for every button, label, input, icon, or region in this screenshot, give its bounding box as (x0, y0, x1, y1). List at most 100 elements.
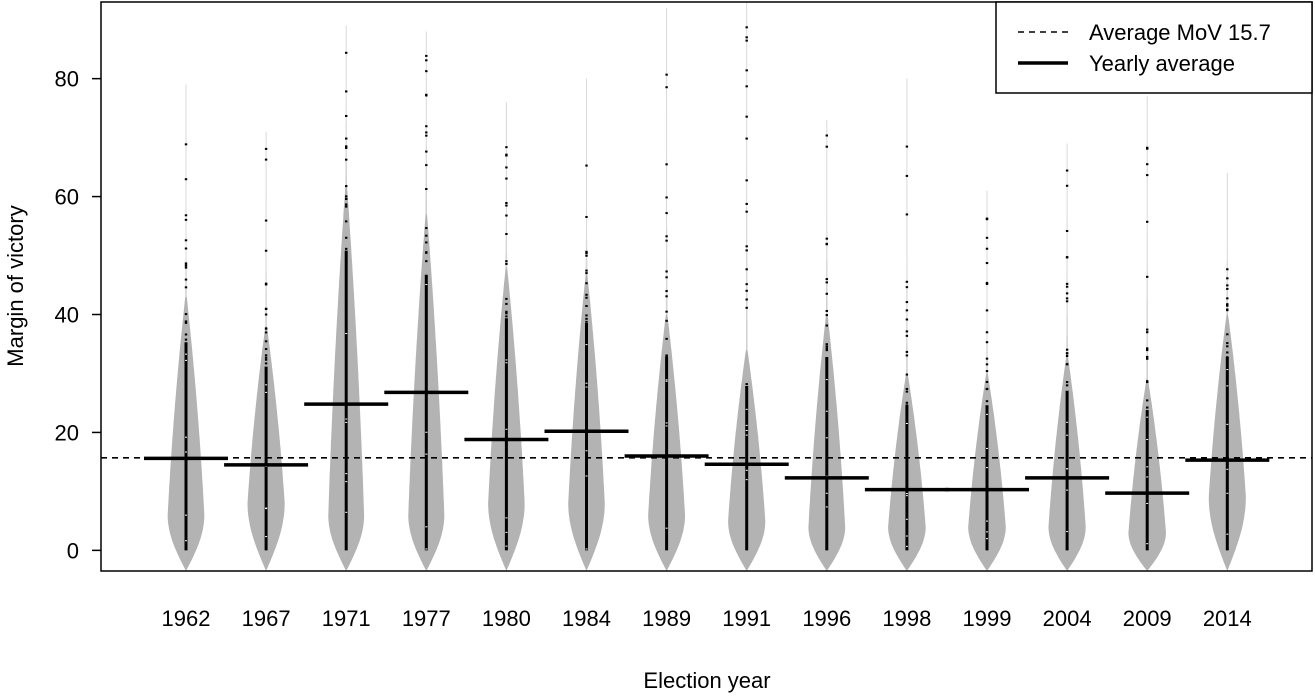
point-2009-16 (1146, 409, 1149, 412)
point-2009-9 (1146, 174, 1149, 177)
point-1996-9 (825, 278, 828, 281)
point-1996-7 (825, 347, 828, 350)
point-1989-6 (665, 354, 668, 357)
legend-box (995, 1, 1313, 94)
point-2009-6 (1146, 220, 1149, 223)
point-gap-1991-1 (745, 424, 748, 426)
point-1980-6 (505, 146, 508, 149)
point-1998-3 (905, 330, 909, 333)
point-1984-10 (585, 314, 588, 317)
point-1996-16 (825, 345, 828, 348)
point-1989-8 (665, 337, 668, 340)
point-gap-1996-0 (825, 506, 828, 508)
x-tick-label-2014: 2014 (1203, 606, 1252, 631)
point-1996-5 (825, 349, 828, 352)
point-2004-8 (1065, 363, 1069, 366)
point-1971-6 (345, 195, 348, 198)
point-1999-3 (985, 407, 989, 410)
point-gap-1977-5 (425, 284, 428, 286)
point-1962-9 (184, 286, 188, 289)
point-1977-1 (425, 125, 428, 128)
point-2009-3 (1146, 399, 1149, 402)
point-1999-0 (985, 400, 989, 403)
point-1989-15 (665, 73, 668, 76)
point-1989-9 (665, 310, 668, 313)
point-1998-4 (905, 145, 909, 148)
point-gap-1999-2 (986, 531, 988, 533)
point-2004-6 (1065, 229, 1069, 232)
point-2009-7 (1146, 146, 1149, 149)
point-gap-1977-4 (425, 526, 428, 528)
point-1984-16 (585, 254, 588, 257)
point-2004-3 (1065, 381, 1069, 384)
point-1962-17 (184, 333, 188, 336)
point-1989-3 (665, 295, 668, 298)
point-1980-9 (505, 312, 508, 315)
point-1999-12 (985, 236, 989, 239)
point-1999-17 (985, 357, 989, 360)
point-gap-1980-0 (505, 531, 508, 533)
point-2014-17 (1226, 356, 1229, 359)
x-tick-label-1984: 1984 (562, 606, 611, 631)
point-2014-1 (1226, 351, 1229, 354)
point-1996-1 (825, 314, 828, 317)
point-1998-15 (905, 213, 909, 216)
violin-1962 (167, 84, 205, 571)
point-1998-1 (905, 387, 909, 390)
point-1984-5 (585, 282, 588, 285)
point-gap-1962-0 (185, 436, 187, 438)
point-1996-10 (825, 324, 828, 327)
point-1980-0 (505, 262, 508, 265)
legend: Average MoV 15.7 Yearly average (995, 1, 1313, 94)
point-2014-9 (1226, 268, 1229, 271)
point-1962-10 (184, 313, 188, 316)
point-1999-16 (985, 262, 989, 265)
point-1984-2 (585, 296, 588, 299)
point-1996-17 (825, 243, 828, 246)
point-2004-1 (1065, 348, 1069, 351)
point-1977-13 (425, 227, 428, 230)
x-tick-label-1977: 1977 (402, 606, 451, 631)
point-1984-0 (585, 250, 588, 253)
point-gap-1998-5 (905, 545, 908, 547)
point-2009-4 (1146, 349, 1149, 352)
point-1980-4 (505, 315, 508, 318)
point-gap-1967-5 (265, 508, 268, 510)
point-2004-17 (1065, 297, 1069, 300)
point-1977-10 (425, 241, 428, 244)
point-gap-1991-4 (745, 408, 748, 410)
point-1998-8 (905, 309, 909, 312)
point-gap-2009-3 (1146, 466, 1149, 468)
plot-frame (100, 1, 1313, 572)
point-1998-9 (905, 373, 909, 376)
point-gap-2009-5 (1146, 543, 1149, 545)
point-2014-13 (1226, 303, 1229, 306)
y-tick-label-0: 0 (67, 538, 79, 563)
point-gap-1967-1 (265, 384, 268, 386)
point-1991-5 (745, 179, 748, 182)
point-2009-17 (1146, 355, 1149, 358)
y-axis-title: Margin of victory (3, 205, 28, 366)
point-gap-1980-1 (505, 545, 508, 547)
point-1984-8 (585, 164, 588, 167)
point-1996-12 (825, 145, 828, 148)
point-1977-4 (425, 70, 428, 73)
point-gap-1984-4 (585, 475, 588, 477)
point-1977-3 (425, 54, 428, 57)
point-gap-2014-1 (1226, 492, 1229, 494)
point-1967-4 (264, 313, 268, 316)
point-1977-11 (425, 234, 428, 237)
point-2004-13 (1065, 285, 1069, 288)
point-1999-15 (985, 218, 989, 221)
point-1998-7 (905, 390, 909, 393)
point-gap-2009-2 (1146, 438, 1149, 440)
point-1996-2 (825, 292, 828, 295)
point-1991-4 (745, 268, 748, 271)
point-1967-11 (264, 348, 268, 351)
point-gap-2004-2 (1066, 421, 1069, 423)
point-1984-11 (585, 327, 588, 330)
point-1996-15 (825, 309, 828, 312)
point-1998-2 (905, 350, 909, 353)
point-1991-13 (745, 383, 748, 386)
